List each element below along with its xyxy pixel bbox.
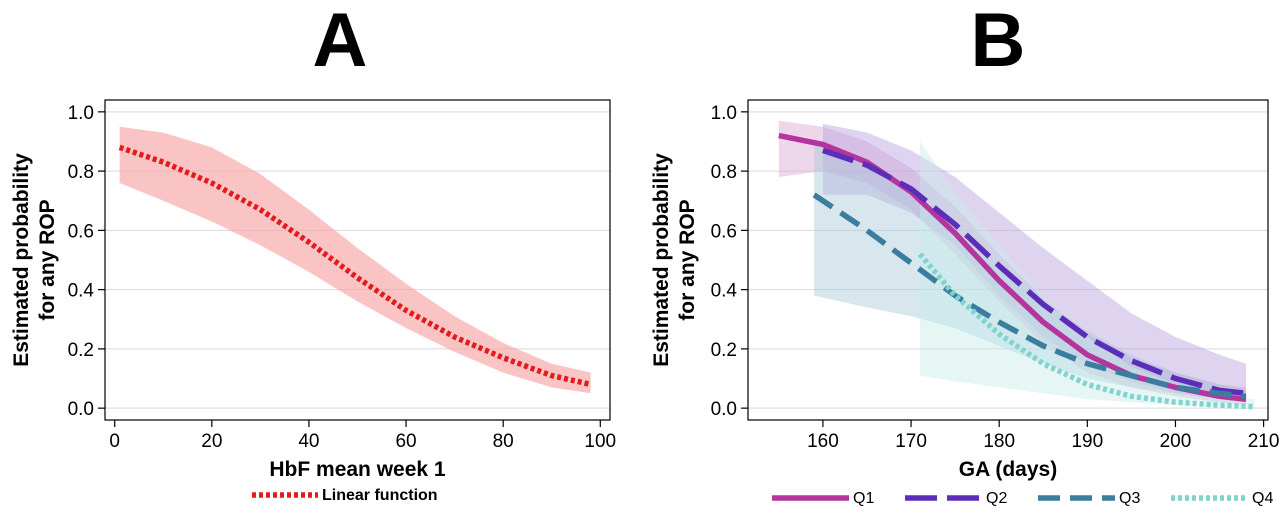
legend-label-linear-function: Linear function [322, 487, 438, 504]
x-tick-label: 40 [298, 431, 319, 452]
confidence-band-linear-function [119, 126, 591, 394]
legend-label-q3: Q3 [1119, 490, 1140, 507]
x-tick-label: 60 [395, 431, 416, 452]
x-tick-label: 100 [584, 431, 616, 452]
y-tick-label: 0.4 [711, 281, 738, 302]
y-axis-title-line-1: Estimated probability [10, 153, 33, 367]
series-line-q3 [812, 192, 1247, 400]
series-line-linear-function [118, 144, 592, 388]
y-tick-label: 0.0 [68, 399, 94, 420]
chart-panel-b: 0.0 0.2 0.4 0.6 0.8 1.0 160 170 180 190 200 210 GA (… [650, 99, 1280, 507]
x-axis-title: GA (days) [959, 458, 1057, 481]
legend-label-q4: Q4 [1252, 490, 1273, 507]
panel-label-a: A [313, 0, 368, 83]
x-tick-label: 190 [1071, 431, 1103, 452]
chart-panel-a: 0.0 0.2 0.4 0.6 0.8 1.0 0 20 40 60 80 100 HbF mean w… [10, 99, 616, 504]
x-tick-label: 0 [109, 431, 120, 452]
confidence-band-q4 [919, 141, 1255, 409]
y-tick-label: 0.2 [68, 340, 94, 361]
legend-label-q2: Q2 [986, 490, 1007, 507]
x-axis-title: HbF mean week 1 [269, 458, 446, 481]
y-tick-label: 0.6 [711, 221, 737, 242]
y-tick-label: 1.0 [711, 103, 737, 124]
x-tick-label: 210 [1248, 431, 1280, 452]
confidence-band-q2 [822, 123, 1246, 403]
x-tick-label: 160 [807, 431, 839, 452]
y-tick-label: 0.4 [68, 281, 95, 302]
legend-label-q1: Q1 [853, 490, 874, 507]
plot-frame [104, 99, 611, 421]
x-tick-label: 180 [983, 431, 1015, 452]
x-tick-label: 80 [493, 431, 514, 452]
y-tick-label: 0.8 [68, 162, 94, 183]
panel-label-b: B [971, 0, 1026, 83]
y-axis-title-line-1: Estimated probability [650, 153, 673, 367]
y-tick-label: 0.0 [711, 399, 737, 420]
y-tick-label: 0.6 [68, 221, 94, 242]
series-line-q4 [917, 252, 1255, 410]
y-tick-label: 0.8 [711, 162, 737, 183]
series-line-q2 [822, 147, 1247, 397]
y-axis-title-line-2: for any ROP [676, 199, 699, 320]
x-tick-label: 200 [1160, 431, 1192, 452]
x-tick-label: 20 [201, 431, 222, 452]
y-axis-title-line-2: for any ROP [36, 199, 59, 320]
y-tick-label: 1.0 [68, 103, 94, 124]
y-tick-label: 0.2 [711, 340, 737, 361]
x-tick-label: 170 [895, 431, 927, 452]
confidence-band-q1 [778, 120, 1246, 406]
plot-frame [747, 99, 1269, 421]
